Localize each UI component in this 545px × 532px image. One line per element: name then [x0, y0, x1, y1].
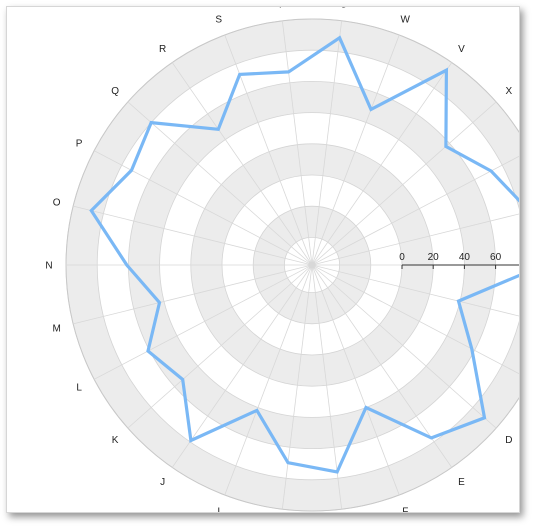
- category-label-U: U: [340, 7, 347, 10]
- data-point-E: [430, 436, 433, 440]
- data-point-D: [483, 416, 486, 419]
- category-label-T: T: [277, 7, 283, 10]
- spoke: [310, 261, 400, 496]
- radial-tick-label: 0: [399, 252, 405, 263]
- spoke: [281, 20, 313, 269]
- data-point-U: [338, 36, 341, 40]
- data-point-P: [130, 169, 133, 172]
- spoke: [93, 262, 316, 380]
- data-point-H: [286, 461, 290, 464]
- series-layer: [89, 35, 519, 474]
- chart-panel: 020406080100 ABCDEFGHIJKLMNOPQRSTUWVXYZ: [6, 6, 520, 513]
- spoke: [224, 261, 314, 496]
- data-point-F: [364, 406, 368, 409]
- spoke: [308, 262, 519, 375]
- spoke: [127, 101, 315, 268]
- data-point-W: [369, 108, 373, 111]
- category-label-R: R: [159, 44, 166, 55]
- category-label-V: V: [458, 44, 465, 55]
- data-point-T: [287, 70, 290, 74]
- spoke: [308, 263, 519, 317]
- radial-spokes: [66, 20, 519, 510]
- data-point-Q: [150, 121, 153, 124]
- spoke: [311, 20, 343, 269]
- data-point-J: [189, 439, 193, 442]
- data-point-B: [457, 299, 460, 303]
- category-label-K: K: [112, 435, 119, 446]
- spoke: [311, 261, 343, 510]
- category-label-O: O: [53, 198, 61, 209]
- category-label-L: L: [76, 383, 82, 394]
- data-point-O: [90, 209, 93, 212]
- category-label-N: N: [45, 261, 52, 272]
- category-labels: ABCDEFGHIJKLMNOPQRSTUWVXYZ: [45, 7, 513, 512]
- category-label-I: I: [217, 506, 220, 512]
- spoke: [73, 263, 316, 325]
- category-label-Q: Q: [111, 86, 119, 97]
- data-point-R: [217, 128, 220, 131]
- category-label-E: E: [458, 477, 465, 488]
- category-label-M: M: [52, 323, 60, 334]
- radar-chart: 020406080100 ABCDEFGHIJKLMNOPQRSTUWVXYZ: [45, 7, 519, 512]
- spoke: [127, 262, 315, 429]
- radial-tick-label: 20: [428, 252, 440, 263]
- category-label-P: P: [76, 138, 83, 149]
- data-point-K: [181, 378, 184, 381]
- radial-tick-label: 40: [459, 252, 471, 263]
- data-point-X: [444, 145, 448, 148]
- spoke: [309, 62, 453, 269]
- spoke: [281, 261, 313, 510]
- category-label-S: S: [215, 15, 222, 26]
- data-point-C: [470, 347, 474, 351]
- category-label-D: D: [505, 435, 512, 446]
- data-point-Y: [489, 169, 493, 173]
- category-label-X: X: [506, 86, 513, 97]
- spoke: [309, 101, 497, 268]
- data-point-V: [445, 69, 448, 72]
- spoke: [171, 261, 315, 468]
- data-point-M: [158, 301, 161, 304]
- data-point-S: [238, 73, 241, 76]
- data-point-I: [255, 409, 259, 412]
- data-point-L: [146, 349, 150, 353]
- spoke: [310, 34, 400, 269]
- spoke: [171, 62, 315, 269]
- spoke: [308, 155, 519, 268]
- category-label-W: W: [401, 15, 411, 26]
- spoke: [309, 262, 497, 429]
- radial-axis: 020406080100: [399, 252, 519, 269]
- category-label-J: J: [160, 477, 165, 488]
- data-point-N: [125, 263, 129, 267]
- spoke: [73, 205, 316, 267]
- category-label-F: F: [402, 506, 408, 512]
- data-point-G: [335, 470, 339, 474]
- spoke: [308, 213, 519, 267]
- radial-tick-label: 60: [490, 252, 502, 263]
- spoke: [309, 261, 453, 468]
